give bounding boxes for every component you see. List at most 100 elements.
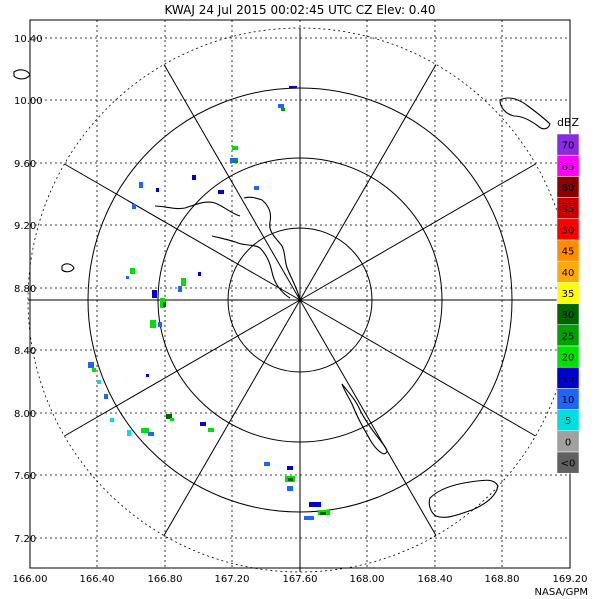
lon-label: 169.20 [553, 574, 588, 585]
azimuth-spoke [299, 299, 437, 536]
lat-label: 7.60 [14, 471, 36, 482]
legend-label: 45 [562, 247, 575, 258]
header-date: 24 Jul 2015 [199, 3, 267, 17]
coastlines [13, 69, 551, 518]
lon-label: 168.00 [350, 574, 385, 585]
header-time: 00:02:45 UTC [270, 3, 352, 17]
echo [146, 374, 149, 377]
echo [160, 298, 165, 308]
echo [158, 322, 162, 327]
echo [110, 418, 114, 422]
echo [288, 478, 293, 481]
lat-label: 9.60 [14, 159, 36, 170]
legend-label: 50 [562, 225, 575, 236]
lon-label: 166.00 [13, 574, 48, 585]
southeast-atoll-coast [428, 479, 499, 518]
echo [200, 422, 206, 426]
azimuth-spoke [163, 64, 301, 301]
echo [150, 320, 156, 328]
lon-label: 167.20 [215, 574, 250, 585]
echo [152, 290, 157, 298]
echo [92, 368, 96, 372]
header-station: KWAJ [164, 3, 194, 17]
azimuth-spoke [64, 163, 301, 301]
lon-label: 166.40 [80, 574, 115, 585]
header-product: CZ [356, 3, 373, 17]
header-title: KWAJ 24 Jul 2015 00:02:45 UTC CZ Elev: 0… [164, 3, 435, 17]
azimuth-spoke [163, 299, 301, 536]
legend-label: 70 [562, 141, 575, 152]
legend-label: 25 [562, 331, 575, 342]
legend-label: 5 [565, 416, 571, 427]
echo [130, 268, 135, 274]
echo [126, 276, 129, 279]
legend-swatch [556, 451, 580, 474]
echo [192, 175, 196, 180]
echo [278, 104, 284, 108]
legend-label: 30 [562, 310, 575, 321]
echo [198, 272, 201, 276]
legend-label: 10 [562, 395, 575, 406]
legend-label: 65 [562, 162, 575, 173]
northwest-islet-coast [13, 69, 31, 80]
legend-title: dBZ [557, 116, 580, 129]
legend-label: 40 [562, 268, 575, 279]
echo [170, 418, 174, 421]
legend-label: 20 [562, 353, 575, 364]
lat-label: 10.40 [14, 34, 43, 45]
echo [320, 512, 326, 515]
lat-label: 8.00 [14, 409, 36, 420]
lat-label: 10.00 [14, 96, 43, 107]
echo [281, 108, 285, 111]
echo [233, 160, 237, 163]
echo [139, 182, 143, 188]
latitude-labels: 10.40 10.00 9.60 9.20 8.80 8.40 8.00 7.60 7.20 [14, 34, 43, 545]
echo [287, 466, 293, 470]
echo [104, 394, 108, 399]
radar-echoes [88, 86, 330, 520]
lon-label: 166.80 [148, 574, 183, 585]
echo [309, 502, 321, 507]
west-reef-coast [154, 201, 241, 217]
credit-text: NASA/GPM [535, 587, 588, 598]
echo [166, 414, 172, 419]
azimuth-spoke [299, 163, 536, 301]
echo [254, 186, 259, 190]
legend-label: 55 [562, 204, 575, 215]
southeast-chain-coast [341, 383, 388, 455]
lat-label: 9.20 [14, 221, 36, 232]
echo [97, 380, 101, 384]
legend-label: <0 [561, 459, 576, 470]
longitude-labels: 166.00 166.40 166.80 167.20 167.60 168.00 168.… [13, 574, 588, 585]
legend-label: 15 [562, 374, 575, 385]
echo [141, 428, 149, 433]
azimuth-spoke [299, 299, 536, 437]
echo [181, 278, 186, 286]
azimuth-spoke [64, 299, 301, 437]
echo [289, 86, 297, 88]
echo [163, 302, 166, 307]
echo [88, 362, 94, 368]
echo [232, 146, 238, 150]
echo [156, 188, 159, 192]
echo [304, 516, 314, 520]
echo [264, 462, 270, 466]
header-elevation: Elev: 0.40 [376, 3, 435, 17]
lon-label: 167.60 [283, 574, 318, 585]
lat-label: 7.20 [14, 534, 36, 545]
legend-label: 0 [565, 437, 571, 448]
northeast-atoll-coast [499, 97, 551, 130]
lon-label: 168.80 [485, 574, 520, 585]
azimuth-spokes [28, 28, 572, 572]
legend-label: 35 [562, 289, 575, 300]
echo [132, 204, 136, 209]
echo [287, 486, 293, 491]
lat-label: 8.40 [14, 346, 36, 357]
echo [218, 190, 224, 194]
legend-label: 60 [562, 183, 575, 194]
lon-label: 168.40 [418, 574, 453, 585]
kwajalein-atoll-coast [211, 196, 301, 301]
lat-label: 8.80 [14, 284, 36, 295]
